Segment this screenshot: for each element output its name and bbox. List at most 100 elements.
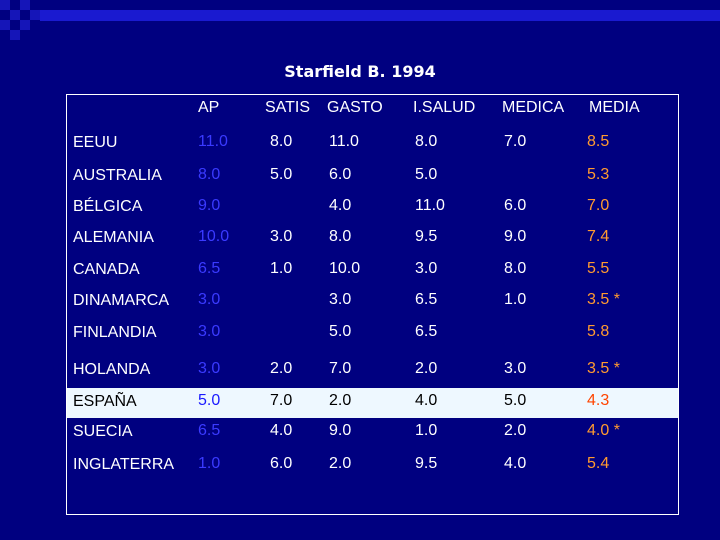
country-cell: AUSTRALIA [73,166,162,184]
value-cell: 9.0 [329,422,352,440]
value-cell: 4.0 [409,388,498,419]
deco-square [0,20,10,30]
value-cell: 6.0 [504,196,527,214]
value-cell: 10.0 [329,259,361,277]
value-cell: 4.0 * [587,422,620,440]
value-cell: 7.0 [252,388,323,419]
value-cell: 5.4 [587,455,610,472]
country-cell: HOLANDA [73,360,151,378]
value-cell: 6.5 [198,422,221,440]
table-row: INGLATERRA 1.0 6.0 2.0 9.5 4.0 5.4 [67,451,678,514]
value-cell: 5.0 [329,322,352,340]
column-header [67,95,194,129]
country-cell: CANADA [73,260,140,278]
column-header: GASTO [327,99,383,116]
country-cell: ALEMANIA [73,229,154,247]
table-row: SUECIA 6.5 4.0 9.0 1.0 2.0 4.0 * [67,418,678,451]
country-cell: ESPAÑA [67,388,194,419]
value-cell: 7.4 [587,228,610,246]
value-cell: 6.5 [198,259,221,277]
value-cell: 5.8 [587,322,610,340]
value-cell: 2.0 [270,359,293,377]
table-row: ALEMANIA 10.0 3.0 8.0 9.5 9.0 7.4 [67,224,678,255]
value-cell: 3.5 * [587,359,620,377]
value-cell: 4.0 [329,196,352,214]
column-header: I.SALUD [413,99,476,116]
deco-square [10,30,20,40]
value-cell: 5.0 [194,388,252,419]
value-cell: 4.3 [585,388,678,419]
value-cell: 6.5 [415,322,438,340]
data-table-frame: AP SATIS GASTO I.SALUD MEDICA MEDIA EEUU… [66,94,679,515]
value-cell: 6.0 [270,455,293,472]
value-cell: 5.0 [270,165,293,183]
deco-square [20,0,30,10]
deco-square [10,10,20,20]
table-row: DINAMARCA 3.0 3.0 6.5 1.0 3.5 * [67,287,678,318]
value-cell: 8.0 [504,259,527,277]
table-row: HOLANDA 3.0 2.0 7.0 2.0 3.0 3.5 * [67,356,678,389]
value-cell: 3.0 [504,359,527,377]
value-cell: 7.0 [329,359,352,377]
value-cell: 1.0 [504,291,527,309]
value-cell: 8.0 [415,133,438,150]
table-row: CANADA 6.5 1.0 10.0 3.0 8.0 5.5 [67,256,678,287]
column-header: SATIS [264,99,311,116]
table-row: EEUU 11.0 8.0 11.0 8.0 7.0 8.5 [67,129,678,162]
value-cell: 8.0 [329,228,352,246]
value-cell: 9.5 [415,455,438,472]
value-cell: 5.0 [498,388,585,419]
value-cell: 11.0 [415,196,445,214]
column-header: AP [198,99,220,116]
value-cell: 3.0 [270,228,293,246]
value-cell: 2.0 [415,359,438,377]
header-row: AP SATIS GASTO I.SALUD MEDICA MEDIA [67,95,678,129]
column-header: MEDIA [589,99,640,116]
value-cell: 3.0 [198,291,221,309]
country-cell: SUECIA [73,423,133,441]
country-cell: FINLANDIA [73,323,157,341]
table-row: BÉLGICA 9.0 4.0 11.0 6.0 7.0 [67,193,678,224]
value-cell: 8.0 [198,165,221,183]
value-cell: 1.0 [198,455,221,472]
value-cell: 9.0 [198,196,221,214]
data-table: AP SATIS GASTO I.SALUD MEDICA MEDIA EEUU… [67,95,678,514]
value-cell: 2.0 [323,388,409,419]
value-cell: 4.0 [270,422,293,440]
value-cell: 7.0 [587,196,610,214]
value-cell [498,162,585,193]
value-cell: 9.0 [504,228,527,246]
value-cell: 5.5 [587,259,610,277]
value-cell: 11.0 [329,133,359,150]
page-title: Starfield B. 1994 [284,62,436,81]
title-bar-decoration [0,0,720,40]
table-row: ESPAÑA 5.0 7.0 2.0 4.0 5.0 4.3 [67,388,678,419]
country-cell: INGLATERRA [73,456,175,473]
value-cell: 2.0 [504,422,527,440]
value-cell: 9.5 [415,228,438,246]
country-cell: EEUU [73,134,118,151]
value-cell: 6.5 [415,291,438,309]
value-cell: 8.0 [270,133,293,150]
value-cell: 1.0 [270,259,293,277]
value-cell [498,319,585,356]
value-cell: 4.0 [504,455,527,472]
value-cell: 11.0 [198,133,228,150]
value-cell: 5.0 [415,165,438,183]
value-cell: 1.0 [415,422,438,440]
value-cell: 6.0 [329,165,352,183]
value-cell [252,193,323,224]
table-row: AUSTRALIA 8.0 5.0 6.0 5.0 5.3 [67,162,678,193]
value-cell: 3.0 [198,359,221,377]
value-cell: 5.3 [587,165,610,183]
country-cell: BÉLGICA [73,197,143,215]
deco-stripe [40,10,720,21]
table-row: FINLANDIA 3.0 5.0 6.5 5.8 [67,319,678,356]
value-cell: 8.5 [587,133,610,150]
value-cell: 2.0 [329,455,352,472]
value-cell: 3.0 [329,291,352,309]
column-header: MEDICA [502,99,565,116]
value-cell: 3.0 [415,259,438,277]
deco-square [30,10,40,20]
deco-square [20,20,30,30]
